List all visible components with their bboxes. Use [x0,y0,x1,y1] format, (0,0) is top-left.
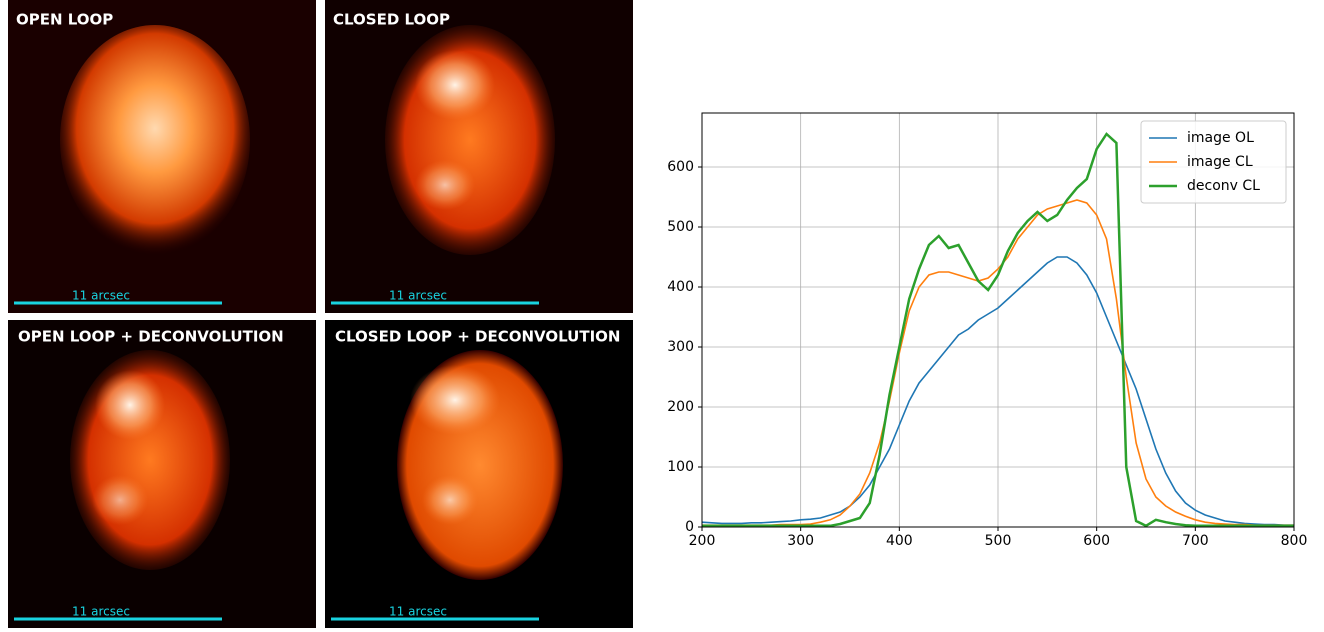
scale-label: 11 arcsec [72,605,130,619]
y-tick-label: 400 [667,279,694,295]
panel-open-loop [8,0,316,313]
y-tick-label: 500 [667,219,694,235]
legend-label: image OL [1187,130,1254,146]
scale-label: 11 arcsec [72,289,130,303]
legend-box [1140,120,1287,204]
x-tick-label: 400 [886,533,913,549]
scale-label: 11 arcsec [389,289,447,303]
panel-open-loop-deconvolution [8,320,316,628]
y-tick-label: 300 [667,339,694,355]
x-tick-label: 300 [787,533,814,549]
panel-label: OPEN LOOP [16,11,113,29]
scale-label: 11 arcsec [389,605,447,619]
x-tick-label: 800 [1281,533,1308,549]
legend-label: deconv CL [1187,178,1260,194]
y-tick-label: 600 [667,159,694,175]
panel-label: OPEN LOOP + DECONVOLUTION [18,328,284,346]
axes-frame [701,112,1295,528]
x-tick-label: 200 [689,533,716,549]
x-tick-label: 700 [1182,533,1209,549]
series-line [702,132,1294,528]
panel-closed-loop [325,0,633,313]
panel-label: CLOSED LOOP [333,11,450,29]
series-line [701,256,1294,526]
y-tick-label: 200 [667,399,694,415]
legend-label: image CL [1187,154,1253,170]
panel-closed-loop-deconvolution [325,320,633,628]
y-tick-label: 0 [685,519,694,535]
x-tick-label: 600 [1083,533,1110,549]
y-tick-label: 100 [667,459,694,475]
panel-label: CLOSED LOOP + DECONVOLUTION [335,328,620,346]
x-tick-label: 500 [985,533,1012,549]
